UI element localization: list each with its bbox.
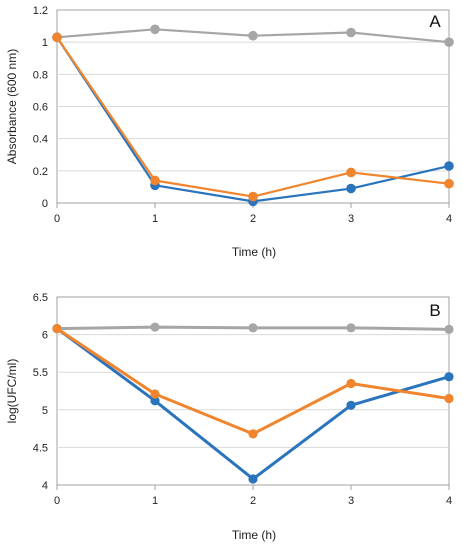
data-point-series-1 [444, 161, 454, 171]
series-line-2 [55, 327, 451, 436]
data-point-series-2 [52, 32, 62, 43]
y-tick-label: 5 [42, 405, 48, 417]
y-tick-label: 5.5 [33, 367, 48, 379]
data-point-series-2 [52, 323, 62, 334]
x-axis-title: Time (h) [232, 245, 276, 259]
data-point-series-2 [150, 175, 160, 186]
y-axis-title: Absorbance (600 nm) [5, 49, 19, 164]
data-point-series-0 [248, 30, 258, 41]
data-point-series-2 [248, 191, 258, 202]
data-point-series-1 [248, 474, 258, 484]
y-tick-label: 4 [42, 480, 48, 492]
x-tick-label: 0 [54, 213, 60, 225]
data-point-series-2 [248, 429, 258, 439]
panel-letter: A [429, 12, 441, 31]
x-tick-label: 1 [152, 213, 158, 225]
y-tick-label: 0.2 [33, 166, 48, 178]
data-point-series-2 [346, 378, 356, 389]
panel-letter: B [429, 301, 440, 320]
y-tick-label: 0.8 [33, 69, 48, 81]
x-tick-label: 3 [348, 495, 354, 507]
data-point-series-0 [248, 323, 258, 333]
series-line-1 [55, 327, 451, 481]
panel-a-absorbance-chart: 0 0.2 0.4 0.6 0.8 1 1.2 0 1 2 3 4 Time (h) Absorbance… [5, 5, 454, 259]
y-tick-label: 0 [42, 198, 48, 210]
data-point-series-0 [444, 324, 454, 334]
data-point-series-0 [150, 322, 160, 332]
data-point-series-0 [346, 323, 356, 333]
x-tick-label: 4 [446, 495, 452, 507]
data-point-series-2 [444, 393, 454, 404]
x-tick-label: 1 [152, 495, 158, 507]
data-point-series-2 [346, 167, 356, 178]
x-tick-label: 2 [250, 213, 256, 225]
data-point-series-1 [346, 183, 356, 194]
panel-b-viable-count-chart: 4 4.5 5 5.5 6 6.5 0 1 2 3 4 Time (h) log(UFC/ml) B [5, 292, 454, 542]
x-tick-label: 0 [54, 495, 60, 507]
y-tick-label: 1 [42, 37, 48, 49]
y-tick-label: 4.5 [33, 442, 48, 454]
data-point-series-2 [444, 178, 454, 189]
data-point-series-0 [150, 24, 160, 35]
data-point-series-1 [150, 396, 160, 406]
data-point-series-1 [444, 372, 454, 382]
series-line-2 [55, 36, 451, 198]
x-axis-title: Time (h) [232, 528, 276, 542]
data-point-series-0 [444, 37, 454, 47]
y-tick-label: 6.5 [33, 292, 48, 304]
y-tick-label: 0.6 [33, 102, 48, 114]
x-tick-label: 2 [250, 495, 256, 507]
data-point-series-1 [346, 400, 356, 410]
x-tick-label: 3 [348, 213, 354, 225]
data-point-series-2 [150, 389, 160, 399]
y-tick-label: 0.4 [33, 134, 48, 146]
x-tick-label: 4 [446, 213, 452, 225]
y-axis-title: log(UFC/ml) [5, 359, 19, 424]
y-tick-label: 6 [42, 330, 48, 342]
y-tick-label: 1.2 [33, 5, 48, 17]
data-point-series-0 [346, 27, 356, 38]
